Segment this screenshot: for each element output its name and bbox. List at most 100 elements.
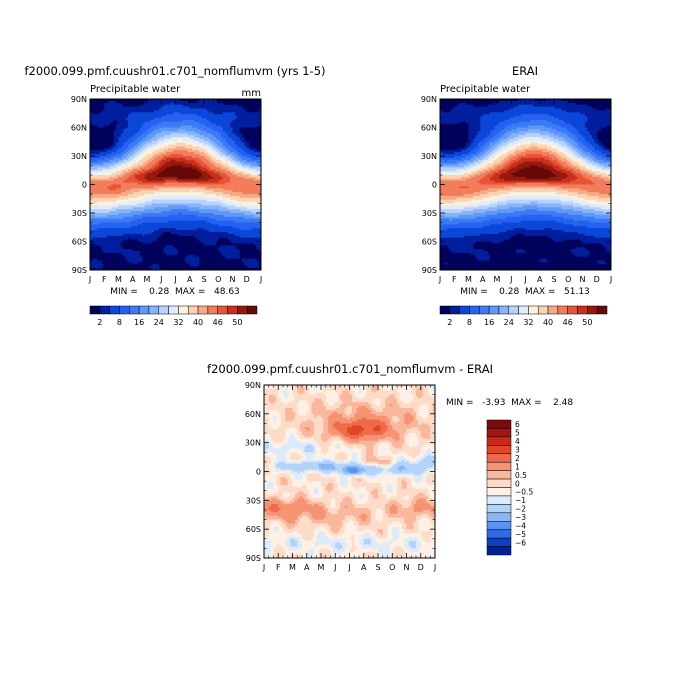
panel1-cell — [258, 188, 261, 191]
panel1-cell — [177, 131, 181, 134]
panel1-cell — [206, 190, 210, 193]
panel1-cell — [90, 138, 93, 142]
panel1-cell — [196, 184, 200, 187]
panel1-cell — [104, 175, 108, 178]
panel1-cell — [208, 173, 212, 176]
panel1-cell — [249, 190, 253, 193]
panel1-cell — [132, 188, 136, 191]
panel1-cell — [97, 131, 101, 134]
panel1-cell — [201, 167, 205, 170]
panel1-cell — [251, 192, 255, 195]
panel1-cell — [104, 152, 108, 155]
panel1-cell — [194, 119, 198, 123]
panel1-cell — [125, 156, 129, 159]
panel1-cell — [199, 213, 203, 216]
panel1-cell — [92, 114, 96, 117]
panel1-cell — [111, 140, 115, 144]
panel1-cell — [199, 106, 203, 110]
panel1-cell — [204, 133, 207, 136]
panel1-cell — [244, 121, 248, 125]
panel1-cell — [199, 114, 203, 117]
panel1-cell — [170, 137, 174, 140]
panel1-cell — [130, 163, 134, 167]
panel1-cell — [232, 180, 236, 184]
panel1-cell — [251, 186, 255, 189]
panel1-cell — [158, 154, 162, 157]
panel1-cell — [142, 205, 146, 208]
panel1-cell — [180, 186, 184, 189]
panel1-cell — [116, 207, 120, 210]
panel1-cell — [232, 195, 236, 199]
panel1-cell — [170, 216, 174, 220]
panel1-cell — [99, 121, 103, 125]
panel1-cell — [101, 137, 105, 140]
panel1-cell — [90, 121, 93, 125]
panel1-cell — [234, 197, 238, 201]
panel1-cell — [225, 190, 229, 193]
panel1-cell — [151, 197, 155, 201]
panel1-cell — [201, 214, 205, 218]
panel1-cell — [149, 104, 153, 108]
panel1-cell — [111, 118, 115, 121]
panel1-cell — [230, 133, 234, 136]
panel1-cell — [180, 188, 184, 191]
panel1-cell — [242, 104, 245, 108]
panel1-cell — [185, 226, 188, 229]
panel1-cell — [187, 135, 191, 138]
panel1-cell — [94, 201, 98, 205]
panel1-cell — [97, 161, 101, 165]
panel1-cell — [149, 222, 153, 225]
panel1-cell — [201, 104, 205, 108]
panel1-cell — [123, 150, 127, 153]
panel1-cell — [149, 154, 153, 157]
panel1-cell — [120, 209, 124, 212]
panel1-cell — [196, 119, 200, 123]
panel1-cell — [249, 142, 253, 146]
panel1-cell — [128, 159, 131, 163]
panel1-cell — [130, 222, 134, 225]
panel1-cell — [168, 186, 172, 189]
panel1-cell — [180, 171, 184, 174]
panel1-cell — [246, 152, 250, 155]
panel1-cell — [97, 165, 101, 168]
panel1-cell — [116, 102, 120, 106]
panel1-cell — [230, 104, 234, 108]
panel1-cell — [118, 159, 122, 163]
panel1-cell — [237, 192, 241, 195]
panel1-cell — [208, 218, 212, 222]
panel1-cell — [192, 129, 196, 132]
panel1-cell — [120, 127, 124, 130]
panel1-cell — [149, 226, 153, 229]
panel1-cell — [111, 173, 115, 176]
panel1-cell — [125, 186, 129, 189]
panel1-cell — [180, 211, 184, 214]
panel1-cell — [139, 104, 143, 108]
panel1-cell — [104, 156, 108, 159]
panel1-cell — [94, 125, 98, 129]
panel1-cell — [175, 207, 179, 210]
panel1-cell — [232, 102, 236, 106]
panel1-cell — [258, 199, 261, 203]
panel1-cell — [128, 205, 131, 208]
panel1-cell — [232, 125, 236, 129]
panel1-cell — [147, 194, 150, 197]
panel1-cell — [173, 118, 177, 121]
panel1-cell — [201, 157, 205, 161]
panel1-cell — [101, 175, 105, 178]
panel1-cell — [175, 163, 179, 167]
panel1-cell — [192, 194, 196, 197]
panel1-cell — [147, 165, 150, 168]
panel1-cell — [206, 218, 210, 222]
panel1-cell — [158, 195, 162, 199]
panel1-cell — [101, 216, 105, 220]
panel1-cell — [166, 161, 169, 165]
panel1-cell — [215, 207, 219, 210]
panel1-cell — [251, 99, 255, 102]
panel1-cell — [130, 220, 134, 224]
panel1-cell — [180, 99, 184, 102]
panel1-cell — [125, 135, 129, 138]
panel1-cell — [196, 133, 200, 136]
panel1-cell — [251, 197, 255, 201]
panel1-cell — [194, 108, 198, 111]
panel1-cell — [135, 220, 139, 224]
